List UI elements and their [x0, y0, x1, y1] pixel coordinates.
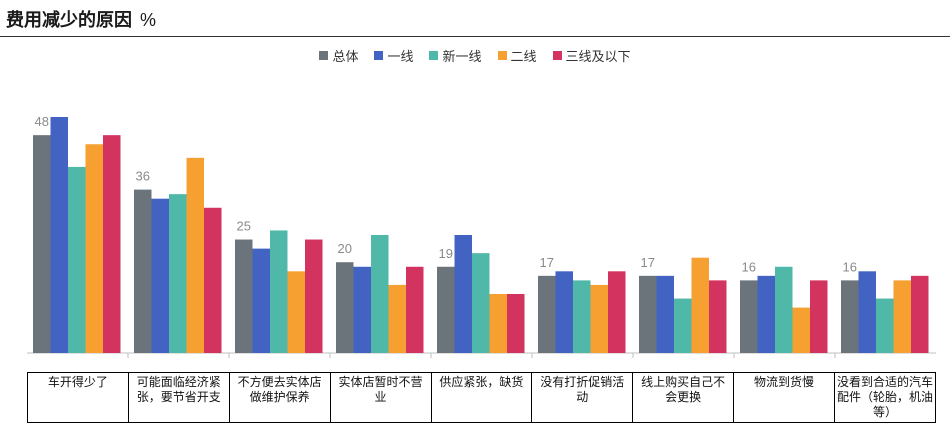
bar	[691, 257, 709, 353]
data-label: 20	[338, 241, 352, 256]
legend-swatch	[429, 51, 439, 60]
legend-label: 总体	[332, 50, 359, 65]
category-label: 供应紧张，缺货	[430, 372, 533, 423]
chart-title-row: 费用减少的原因 %	[6, 6, 156, 34]
chart-title-unit: %	[140, 10, 157, 30]
bar	[639, 275, 657, 353]
bar	[353, 266, 371, 353]
bar	[911, 275, 929, 353]
legend-swatch	[497, 51, 507, 60]
bar	[252, 248, 270, 353]
legend-label: 三线及以下	[565, 50, 631, 65]
legend-item: 新一线	[429, 46, 482, 65]
bar	[103, 135, 121, 353]
bar	[841, 280, 859, 353]
bar	[134, 189, 152, 353]
legend-item: 二线	[497, 46, 537, 65]
bar	[68, 166, 86, 353]
bar	[507, 294, 525, 353]
bar	[151, 198, 169, 353]
bar	[555, 271, 573, 353]
chart-title: 费用减少的原因	[6, 10, 132, 31]
legend-label: 新一线	[442, 50, 482, 65]
data-label: 19	[439, 246, 453, 261]
bar	[388, 284, 406, 353]
category-label: 没有打折促销活动	[531, 372, 634, 423]
bar	[371, 235, 389, 353]
bar	[709, 280, 727, 353]
category-label: 实体店暂时不营业	[329, 372, 432, 423]
bar	[775, 266, 793, 353]
bar	[287, 271, 305, 353]
chart-legend: 总体 一线 新一线 二线 三线及以下	[0, 46, 950, 65]
bar	[472, 253, 490, 353]
bar	[270, 230, 288, 353]
category-label: 没看到合适的汽车配件（轮胎，机油等）	[834, 372, 936, 423]
data-label: 17	[540, 255, 554, 270]
bar	[858, 271, 876, 353]
legend-label: 二线	[510, 50, 537, 65]
bar	[538, 275, 556, 353]
bar	[573, 280, 591, 353]
bar	[740, 280, 758, 353]
bar	[792, 307, 810, 353]
category-table: 车开得少了 可能面临经济紧张，要节省开支 不方便去实体店做维护保养 实体店暂时不营业供…	[27, 372, 936, 423]
bar	[656, 275, 674, 353]
bar	[608, 271, 626, 353]
bar	[810, 280, 828, 353]
bar	[893, 280, 911, 353]
legend-swatch	[319, 51, 329, 60]
category-row: 车开得少了 可能面临经济紧张，要节省开支 不方便去实体店做维护保养 实体店暂时不营业供…	[27, 372, 936, 423]
legend-swatch	[374, 51, 384, 60]
bar	[305, 239, 323, 353]
category-label: 物流到货慢	[733, 372, 835, 423]
category-label: 不方便去实体店做维护保养	[228, 372, 331, 423]
title-divider	[0, 36, 950, 37]
bar	[336, 262, 354, 353]
bar	[186, 157, 204, 353]
bar	[437, 266, 455, 353]
category-label: 可能面临经济紧张，要节省开支	[127, 372, 230, 423]
data-label: 25	[237, 219, 251, 234]
bar	[204, 207, 222, 353]
legend-item: 三线及以下	[552, 46, 631, 65]
category-label: 线上购买自己不会更换	[632, 372, 735, 423]
bar	[674, 298, 692, 353]
legend-label: 一线	[387, 50, 414, 65]
data-label: 17	[641, 255, 655, 270]
bar	[489, 294, 507, 353]
legend-swatch	[552, 51, 562, 60]
bar	[50, 117, 68, 353]
data-label: 36	[136, 169, 150, 184]
legend-item: 总体	[319, 46, 358, 65]
bar	[757, 275, 775, 353]
bar	[876, 298, 894, 353]
bar	[235, 239, 253, 353]
bar	[169, 194, 187, 353]
data-label: 48	[35, 114, 49, 129]
bar	[33, 135, 51, 353]
bar	[85, 144, 103, 353]
bar	[454, 235, 472, 353]
bar	[406, 266, 424, 353]
data-label: 16	[742, 259, 756, 274]
category-label: 车开得少了	[27, 372, 129, 423]
legend-item: 一线	[374, 46, 413, 65]
data-label: 16	[843, 259, 857, 274]
bar	[590, 284, 608, 353]
